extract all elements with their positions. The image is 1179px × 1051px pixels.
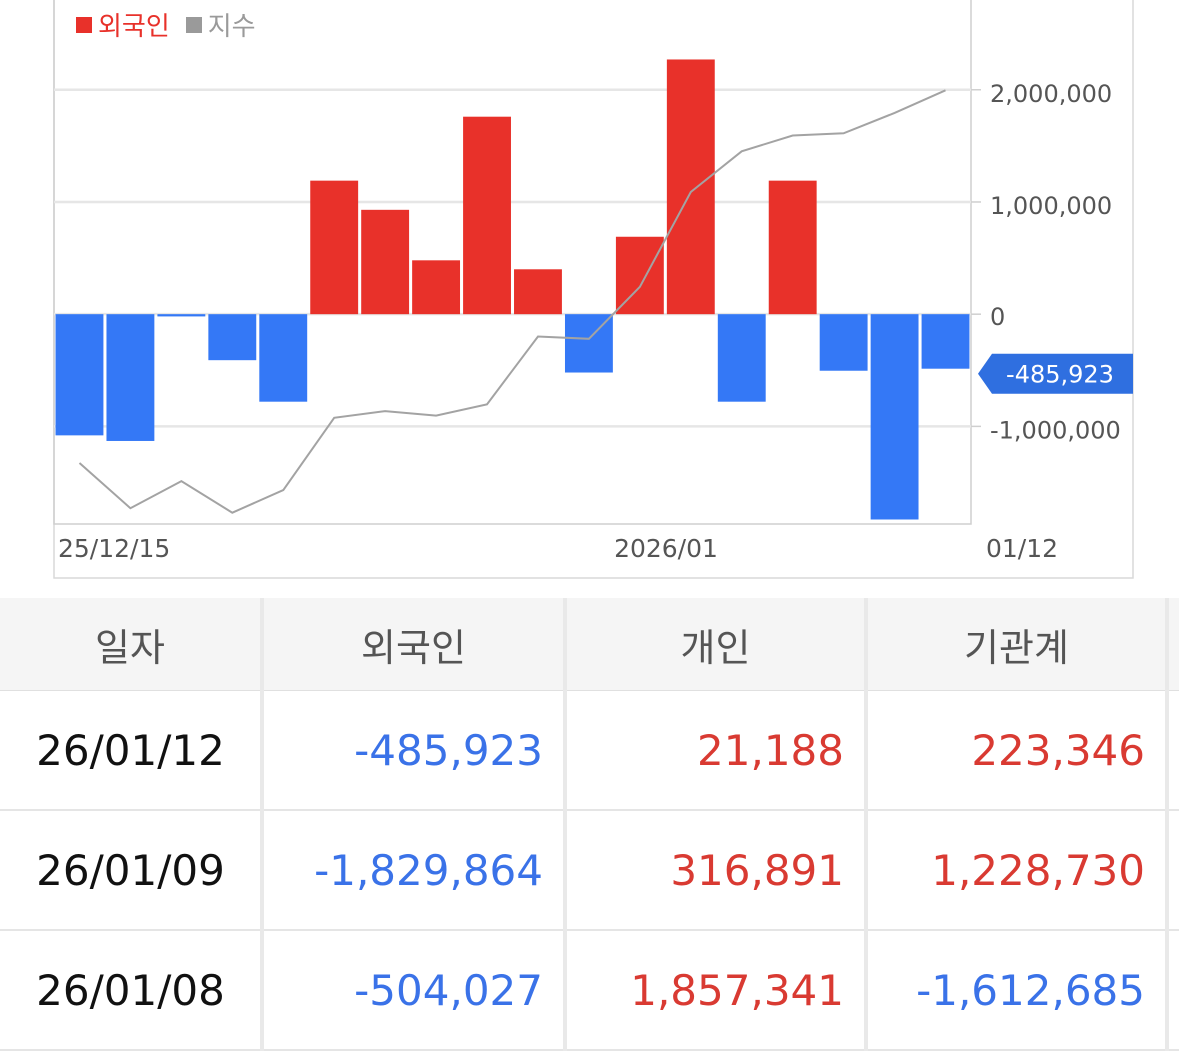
- header-individual: 개인: [565, 598, 868, 691]
- cell-individual: 21,188: [565, 690, 868, 811]
- legend-foreign-swatch: [76, 16, 92, 33]
- cell-date: 26/01/12: [0, 690, 264, 811]
- table-row[interactable]: 26/01/09 -1,829,864 316,891 1,228,730: [0, 810, 1179, 931]
- gridlines: [54, 88, 971, 428]
- legend-index-swatch: [185, 16, 202, 33]
- foreign-bar[interactable]: [768, 180, 817, 315]
- index-line-group: [78, 89, 946, 514]
- y-tick-label: 2,000,000: [990, 80, 1112, 108]
- y-tick-label: -1,000,000: [990, 416, 1121, 444]
- foreign-bars: [55, 59, 970, 520]
- foreign-bar[interactable]: [310, 180, 359, 315]
- last-value-tag: -485,923: [978, 353, 1133, 394]
- foreign-bar[interactable]: [666, 59, 715, 315]
- cell-foreign: -485,923: [262, 690, 567, 811]
- cell-overflow: [1167, 690, 1179, 811]
- header-date: 일자: [0, 598, 264, 691]
- table-header-row: 일자 외국인 개인 기관계: [0, 598, 1179, 691]
- foreign-bar[interactable]: [921, 314, 970, 369]
- table-row[interactable]: 26/01/08 -504,027 1,857,341 -1,612,685: [0, 930, 1179, 1051]
- foreign-bar[interactable]: [819, 314, 868, 371]
- x-tick-label: 01/12: [986, 534, 1058, 563]
- cell-foreign: -1,829,864: [262, 810, 567, 931]
- last-value-tag-bg: [978, 353, 1133, 394]
- foreign-bar[interactable]: [514, 269, 562, 315]
- cell-overflow: [1167, 930, 1179, 1051]
- header-overflow: [1167, 598, 1179, 691]
- table-row[interactable]: 26/01/12 -485,923 21,188 223,346: [0, 690, 1179, 811]
- investor-flow-table: 일자 외국인 개인 기관계 26/01/12 -485,923 21,188 2…: [0, 598, 1179, 1051]
- foreign-bar[interactable]: [615, 236, 664, 315]
- plot-area-frame: [53, 0, 972, 525]
- investor-flow-chart: 2,000,000 1,000,000 0 -1,000,000 25/12/15 20…: [53, 0, 1134, 579]
- y-tick-label: 1,000,000: [990, 192, 1112, 220]
- last-value-tag-label: -485,923: [1006, 361, 1114, 389]
- index-line: [78, 89, 946, 514]
- foreign-bar[interactable]: [55, 314, 104, 436]
- cell-individual: 316,891: [565, 810, 868, 931]
- cell-foreign: -504,027: [262, 930, 567, 1051]
- y-axis: 2,000,000 1,000,000 0 -1,000,000: [971, 80, 1121, 444]
- legend-foreign-label: 외국인: [98, 12, 170, 42]
- foreign-bar[interactable]: [208, 314, 257, 361]
- foreign-bar[interactable]: [259, 314, 308, 402]
- x-tick-label: 25/12/15: [58, 534, 170, 563]
- cell-date: 26/01/09: [0, 810, 264, 931]
- x-axis: 25/12/15 2026/01 01/12: [58, 534, 1058, 563]
- cell-individual: 1,857,341: [565, 930, 868, 1051]
- cell-institution: -1,612,685: [866, 930, 1169, 1051]
- x-tick-label: 2026/01: [614, 534, 718, 563]
- cell-institution: 223,346: [866, 690, 1169, 811]
- chart-legend: 외국인 지수: [76, 6, 256, 43]
- chart-canvas: 2,000,000 1,000,000 0 -1,000,000 25/12/15 20…: [53, 0, 1134, 579]
- header-institution: 기관계: [866, 598, 1169, 691]
- y-tick-label: 0: [990, 303, 1005, 331]
- foreign-bar[interactable]: [717, 314, 766, 402]
- cell-institution: 1,228,730: [866, 810, 1169, 931]
- foreign-bar[interactable]: [463, 116, 511, 315]
- foreign-bar[interactable]: [361, 209, 410, 315]
- legend-index-label: 지수: [207, 12, 256, 42]
- header-foreign: 외국인: [262, 598, 567, 691]
- cell-overflow: [1167, 810, 1179, 931]
- foreign-bar[interactable]: [412, 260, 461, 315]
- foreign-bar[interactable]: [106, 314, 155, 441]
- foreign-bar[interactable]: [870, 314, 919, 520]
- cell-date: 26/01/08: [0, 930, 264, 1051]
- foreign-bar[interactable]: [157, 314, 206, 317]
